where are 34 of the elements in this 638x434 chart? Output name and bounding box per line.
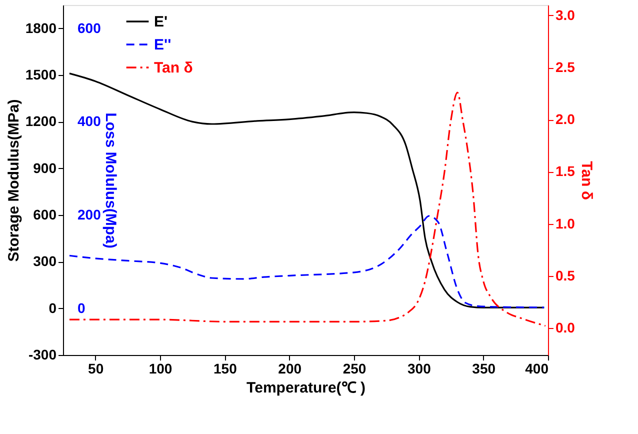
y2-tick-label: 1.5 [556,163,576,180]
y2-tick-label: 0.5 [556,267,576,284]
y2-tick-label: 1.0 [556,215,576,232]
y3-tick-label: 0 [78,300,86,316]
y3-tick-label: 200 [78,206,102,222]
y2-tick-label: 2.0 [556,111,576,128]
x-tick-label: 350 [472,360,496,376]
y-tick-label: 600 [33,206,57,222]
y-tick-label: 1800 [25,20,57,36]
y-tick-label: 300 [33,253,57,270]
y3-tick-label: 400 [78,113,102,130]
y2-tick-label: 0.0 [556,319,576,336]
x-tick-label: 150 [213,360,238,376]
y2-axis-title: Tan δ [578,161,595,200]
legend-label: E'' [154,36,172,54]
y2-tick-label: 3.0 [556,6,576,23]
x-tick-label: 100 [148,360,172,376]
y-tick-label: 1500 [25,66,57,82]
y-tick-label: 900 [33,160,57,176]
y3-axis-title: Loss Molulus(Mpa) [102,112,119,248]
x-tick-label: 300 [407,360,432,376]
x-tick-label: 400 [525,360,549,376]
legend-label: E' [154,14,168,30]
y-axis-title: Storage Modulus(MPa) [5,99,22,262]
legend-label: Tan δ [154,60,193,76]
x-tick-label: 250 [342,360,366,376]
x-tick-label: 50 [88,360,104,376]
x-axis-title: Temperature(℃ ) [246,380,366,396]
x-tick-label: 200 [278,360,302,376]
y-tick-label: -300 [28,346,57,362]
y2-tick-label: 2.5 [556,59,576,75]
y-tick-label: 0 [48,300,57,316]
y3-tick-label: 600 [78,20,102,36]
y-tick-label: 1200 [25,113,57,130]
